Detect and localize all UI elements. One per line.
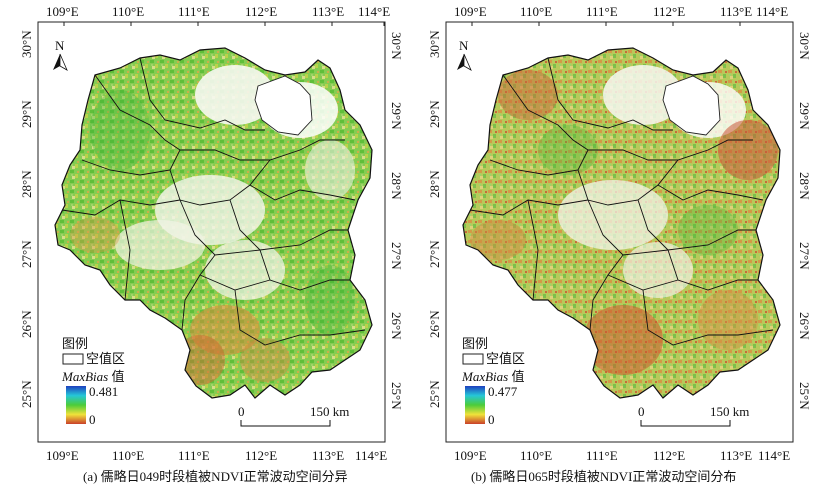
panel-b: 109°E 110°E 111°E 112°E 113°E 114°E 109°…: [408, 0, 816, 495]
lat-label-left-29: 29°N: [19, 100, 34, 128]
scale-start-label: 0: [638, 404, 645, 419]
lon-ticks-bottom: 109°E 110°E 111°E 112°E 113°E 114°E: [46, 448, 387, 463]
lon-label-top-112: 112°E: [653, 4, 685, 19]
lon-label-bottom-111: 111°E: [586, 448, 618, 463]
lat-label-right-25: 25°N: [797, 382, 812, 410]
legend-value-title: MaxBias 值: [461, 369, 524, 384]
prefecture-boundaries: [61, 57, 366, 346]
lon-label-top-109: 109°E: [454, 4, 487, 19]
lat-label-left-26: 26°N: [19, 310, 34, 338]
lat-label-right-26: 26°N: [797, 312, 812, 340]
lat-label-left-25: 25°N: [427, 380, 442, 408]
north-arrow-icon: N: [457, 38, 472, 71]
lon-label-bottom-111: 111°E: [178, 448, 210, 463]
lat-label-left-27: 27°N: [19, 240, 34, 268]
legend-min-value: 0: [488, 412, 495, 427]
caption-b: (b) 儒略日065时段植被NDVI正常波动空间分布: [471, 469, 737, 484]
lon-label-top-110: 110°E: [520, 4, 552, 19]
lon-label-top-112: 112°E: [245, 4, 277, 19]
lat-label-right-27: 27°N: [389, 242, 404, 270]
legend: 图例 空值区 MaxBias 值 0.477 0: [461, 336, 525, 427]
legend-max-value: 0.481: [89, 384, 118, 399]
scale-end-label: 150 km: [310, 404, 349, 419]
lat-label-right-28: 28°N: [797, 172, 812, 200]
lat-label-right-27: 27°N: [797, 242, 812, 270]
lon-label-top-113: 113°E: [312, 4, 344, 19]
scale-end-label: 150 km: [710, 404, 749, 419]
lon-ticks-bottom: 109°E 110°E 111°E 112°E 113°E 114°E: [454, 448, 790, 463]
legend-max-value: 0.477: [488, 384, 518, 399]
legend-value-title: MaxBias 值: [61, 369, 124, 384]
legend-null-label: 空值区: [86, 351, 125, 366]
legend-title: 图例: [462, 336, 488, 351]
legend-color-ramp: [465, 386, 485, 424]
lon-ticks-top: 109°E 110°E 111°E 112°E 113°E 114°E: [454, 4, 788, 26]
lat-label-left-26: 26°N: [427, 310, 442, 338]
lon-label-bottom-109: 109°E: [46, 448, 79, 463]
lon-label-top-111: 111°E: [178, 4, 210, 19]
legend-null-label: 空值区: [486, 351, 525, 366]
lat-label-left-29: 29°N: [427, 100, 442, 128]
null-region: [662, 75, 721, 136]
lon-label-bottom-110: 110°E: [520, 448, 552, 463]
lat-ticks-right: 30°N 29°N 28°N 27°N 26°N 25°N: [797, 32, 812, 410]
lon-label-bottom-110: 110°E: [112, 448, 144, 463]
lat-ticks-right: 30°N 29°N 28°N 27°N 26°N 25°N: [389, 32, 404, 410]
lat-label-right-29: 29°N: [797, 102, 812, 130]
north-arrow-icon: N: [53, 38, 68, 71]
lon-label-top-110: 110°E: [112, 4, 144, 19]
scale-bar: 0 150 km: [638, 404, 749, 427]
lon-label-top-111: 111°E: [586, 4, 618, 19]
lat-label-left-27: 27°N: [427, 240, 442, 268]
lon-label-top-114: 114°E: [756, 4, 788, 19]
lat-label-left-28: 28°N: [427, 170, 442, 198]
legend: 图例 空值区 MaxBias 值 0.481 0: [61, 336, 125, 427]
lon-label-bottom-113: 113°E: [312, 448, 344, 463]
legend-null-swatch: [62, 353, 84, 365]
svg-text:N: N: [459, 38, 469, 53]
lon-label-top-109: 109°E: [46, 4, 79, 19]
lon-label-top-113: 113°E: [720, 4, 752, 19]
lat-ticks-left: 30°N 29°N 28°N 27°N 26°N 25°N: [19, 30, 34, 408]
lon-label-top-114: 114°E: [358, 4, 390, 19]
lat-label-right-25: 25°N: [389, 382, 404, 410]
svg-text:N: N: [55, 38, 65, 53]
prefecture-boundaries: [469, 57, 774, 346]
lat-label-left-30: 30°N: [19, 30, 34, 58]
lon-ticks-top: 109°E 110°E 111°E 112°E 113°E 114°E: [46, 4, 390, 26]
legend-color-ramp: [66, 386, 86, 424]
lon-label-bottom-114: 114°E: [355, 448, 387, 463]
lat-label-right-28: 28°N: [389, 172, 404, 200]
lat-label-left-30: 30°N: [427, 30, 442, 58]
lon-label-bottom-114: 114°E: [758, 448, 790, 463]
legend-null-swatch: [462, 353, 484, 365]
lat-label-right-26: 26°N: [389, 312, 404, 340]
scale-start-label: 0: [238, 404, 245, 419]
lon-label-bottom-112: 112°E: [245, 448, 277, 463]
lat-label-left-25: 25°N: [19, 380, 34, 408]
legend-title: 图例: [62, 336, 88, 351]
lon-label-bottom-112: 112°E: [653, 448, 685, 463]
lat-label-right-29: 29°N: [389, 102, 404, 130]
legend-min-value: 0: [89, 412, 96, 427]
lat-label-right-30: 30°N: [797, 32, 812, 60]
scale-bar: 0 150 km: [238, 404, 349, 427]
null-region: [254, 75, 313, 136]
panel-a: 109°E 110°E 111°E 112°E 113°E 114°E 109°…: [19, 4, 404, 484]
lat-ticks-left: 30°N 29°N 28°N 27°N 26°N 25°N: [427, 30, 442, 408]
map-a-svg: 109°E 110°E 111°E 112°E 113°E 114°E 109°…: [19, 4, 404, 463]
caption-a: (a) 儒略日049时段植被NDVI正常波动空间分异: [83, 469, 348, 484]
lat-label-right-30: 30°N: [389, 32, 404, 60]
lat-label-left-28: 28°N: [19, 170, 34, 198]
map-b-svg: 109°E 110°E 111°E 112°E 113°E 114°E 109°…: [427, 4, 812, 463]
lon-label-bottom-109: 109°E: [454, 448, 487, 463]
lon-label-bottom-113: 113°E: [720, 448, 752, 463]
